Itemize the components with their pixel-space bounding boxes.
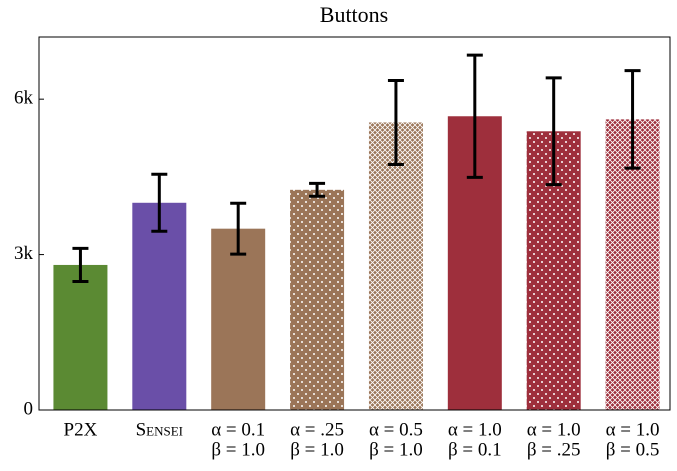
error-bar [151,172,168,233]
plot-frame [38,36,671,411]
error-bar [624,69,641,170]
x-tick-label: α = 0.5 [369,419,423,440]
x-tick-label: α = 1.0 [606,419,660,440]
error-bar [309,181,326,198]
x-tick-label: β = 1.0 [290,439,344,460]
y-tick-label: 6k [14,88,34,109]
x-tick-label: α = .25 [290,419,344,440]
bar [53,264,108,410]
bar [290,189,345,410]
bar [132,202,187,410]
x-tick-label: α = 1.0 [527,419,581,440]
y-tick-label: 0 [24,398,34,419]
x-tick-label: P2X [64,419,98,440]
error-bar [72,246,89,284]
error-bar [466,53,483,179]
x-tick-label: α = 1.0 [448,419,502,440]
bar [368,122,423,411]
x-tick-label: β = 1.0 [211,439,265,460]
chart-title: Buttons [320,2,388,27]
bar [211,228,266,410]
error-bar [387,79,404,166]
x-tick-label: β = 1.0 [369,439,423,460]
x-tick-label: Sensei [136,419,183,440]
y-tick-label: 3k [14,243,34,264]
x-tick-label: β = .25 [527,439,581,460]
x-tick-label: β = 0.1 [448,439,502,460]
error-bar [545,76,562,187]
x-tick-label: β = 0.5 [606,439,660,460]
error-bar [230,201,247,256]
x-tick-label: α = 0.1 [211,419,265,440]
